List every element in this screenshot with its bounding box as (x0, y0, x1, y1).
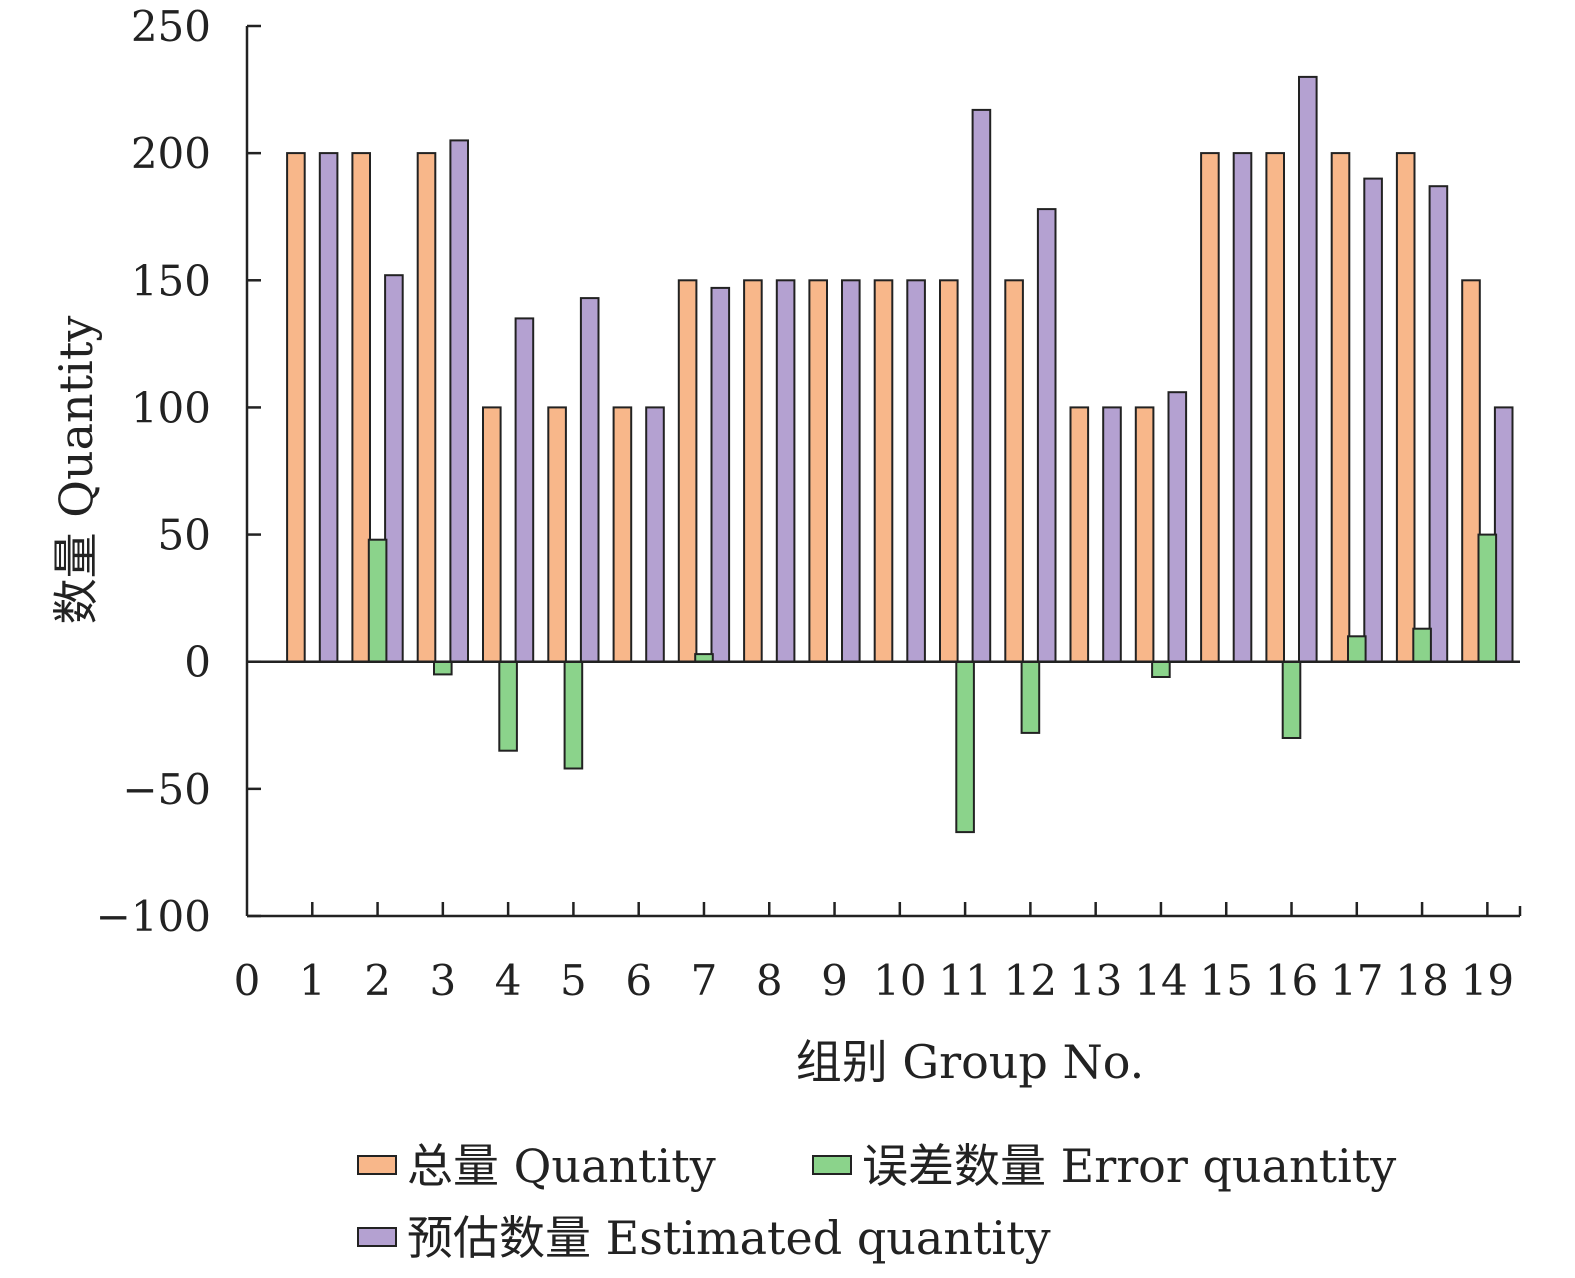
legend-item-quantity: 总量 Quantity (357, 1139, 716, 1193)
legend-item-error-quantity: 误差数量 Error quantity (812, 1139, 1396, 1193)
legend-label-quantity: 总量 Quantity (407, 1139, 716, 1193)
bar-estimated-quantity-6 (710, 286, 731, 663)
x-axis-title: 组别 Group No. (796, 1035, 1145, 1089)
x-tick-label: 18 (1395, 956, 1448, 1005)
x-tick-label: 14 (1134, 956, 1187, 1005)
bar-error-quantity-10 (1412, 627, 1432, 663)
bar-estimated-quantity-5 (645, 406, 665, 663)
x-tick-label: 11 (938, 956, 991, 1005)
bar-estimated-quantity-0 (318, 152, 339, 663)
bar-quantity-1 (351, 152, 371, 663)
bar-quantity-9 (873, 279, 894, 663)
legend-label-error-quantity: 误差数量 Error quantity (862, 1139, 1396, 1193)
x-tick-label: 7 (691, 956, 718, 1005)
bar-estimated-quantity-11 (1036, 208, 1057, 663)
y-tick-label: 100 (131, 383, 211, 432)
bar-quantity-8 (808, 279, 829, 663)
x-tick-label: 9 (821, 956, 848, 1005)
bar-error-quantity-8 (1281, 660, 1302, 740)
bar-quantity-12 (1069, 406, 1090, 663)
y-tick-label: −50 (122, 765, 211, 814)
x-tick-label: 1 (299, 956, 326, 1005)
bar-quantity-4 (547, 406, 567, 663)
bar-error-quantity-0 (367, 538, 388, 663)
bar-error-quantity-5 (955, 660, 975, 834)
bar-quantity-17 (1395, 152, 1416, 663)
x-tick-label: 6 (625, 956, 652, 1005)
bar-quantity-15 (1265, 152, 1286, 663)
bar-quantity-2 (416, 152, 437, 663)
bar-estimated-quantity-1 (384, 274, 404, 663)
bar-error-quantity-1 (433, 660, 453, 676)
x-tick-label: 15 (1200, 956, 1253, 1005)
y-tick-label: −100 (96, 892, 211, 941)
bar-error-quantity-3 (563, 660, 584, 770)
bar-estimated-quantity-10 (971, 108, 992, 663)
bar-estimated-quantity-8 (841, 279, 861, 663)
bar-estimated-quantity-12 (1102, 406, 1122, 663)
bar-error-quantity-11 (1477, 533, 1498, 663)
x-tick-label: 19 (1461, 956, 1514, 1005)
bar-error-quantity-7 (1151, 660, 1171, 679)
y-axis-title: 数量 Quantity (49, 316, 103, 625)
y-axis: −100 −50 0 50 100 150 200 250 (96, 2, 261, 941)
bar-quantity-18 (1461, 279, 1481, 663)
legend-swatch-error-quantity (812, 1155, 852, 1175)
x-tick-label: 0 (234, 956, 261, 1005)
legend-item-estimated-quantity: 预估数量 Estimated quantity (357, 1211, 1051, 1265)
bar-quantity-10 (939, 279, 959, 663)
bar-quantity-3 (482, 406, 502, 663)
y-tick-label: 150 (131, 256, 211, 305)
bar-error-quantity-2 (498, 660, 518, 752)
bar-estimated-quantity-9 (906, 279, 926, 663)
x-tick-label: 8 (756, 956, 783, 1005)
bar-estimated-quantity-14 (1232, 152, 1253, 663)
bar-estimated-quantity-18 (1493, 406, 1514, 663)
bar-quantity-6 (677, 279, 698, 663)
bar-error-quantity-9 (1347, 635, 1367, 663)
bar-quantity-0 (286, 152, 306, 663)
bar-estimated-quantity-13 (1167, 391, 1188, 663)
y-tick-label: 200 (131, 129, 211, 178)
legend-swatch-quantity (357, 1155, 397, 1175)
y-tick-label: 0 (184, 638, 211, 687)
bar-estimated-quantity-3 (514, 317, 535, 663)
bar-quantity-11 (1004, 279, 1024, 663)
x-tick-label: 10 (873, 956, 926, 1005)
bar-estimated-quantity-2 (449, 139, 469, 663)
x-tick-label: 2 (364, 956, 391, 1005)
x-tick-label: 17 (1330, 956, 1383, 1005)
x-tick-label: 4 (495, 956, 522, 1005)
bar-estimated-quantity-16 (1363, 177, 1383, 663)
bar-error-quantity-6 (1020, 660, 1041, 734)
bar-quantity-14 (1200, 152, 1220, 663)
y-tick-label: 250 (131, 2, 211, 51)
x-tick-label: 13 (1069, 956, 1122, 1005)
bar-estimated-quantity-15 (1298, 75, 1318, 663)
x-tick-label: 12 (1004, 956, 1057, 1005)
x-tick-label: 3 (429, 956, 456, 1005)
legend-swatch-estimated-quantity (357, 1227, 397, 1247)
legend-label-estimated-quantity: 预估数量 Estimated quantity (407, 1211, 1051, 1265)
legend: 总量 Quantity 误差数量 Error quantity 预估数量 Est… (357, 1139, 1396, 1265)
bar-quantity-7 (743, 279, 763, 663)
bar-estimated-quantity-7 (775, 279, 796, 663)
bar-quantity-5 (612, 406, 633, 663)
plot-area (286, 75, 1514, 834)
bar-estimated-quantity-4 (579, 297, 600, 663)
bar-estimated-quantity-17 (1428, 185, 1449, 663)
y-tick-label: 50 (158, 511, 211, 560)
x-tick-label: 16 (1265, 956, 1318, 1005)
x-tick-label: 5 (560, 956, 587, 1005)
bar-quantity-16 (1330, 152, 1351, 663)
x-axis: 0 1 2 3 4 5 6 7 8 9 10 11 12 13 14 15 16 17 18 19 (234, 660, 1522, 1005)
bar-quantity-13 (1134, 406, 1155, 663)
